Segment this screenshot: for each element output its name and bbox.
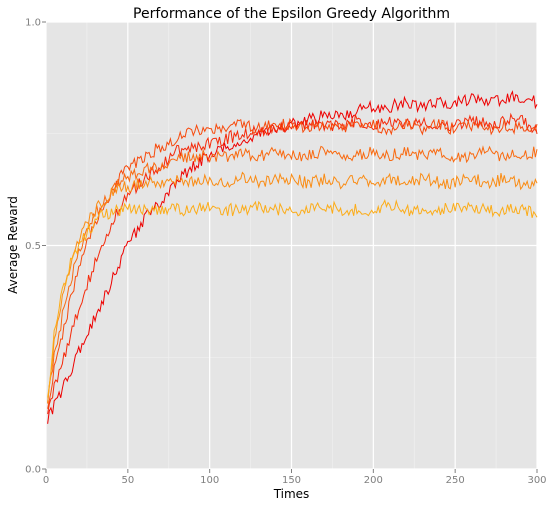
x-tick-label: 50 xyxy=(121,475,134,486)
x-tick-label: 300 xyxy=(527,475,546,486)
series-line-3 xyxy=(47,117,538,409)
chart-title: Performance of the Epsilon Greedy Algori… xyxy=(133,6,450,22)
x-tick-label: 0 xyxy=(43,475,49,486)
x-axis-ticks: 0 50 100 150 200 250 300 xyxy=(43,469,547,486)
x-tick-label: 250 xyxy=(446,475,465,486)
y-tick-label: 0.0 xyxy=(25,465,41,476)
y-axis-ticks: 0.0 0.5 1.0 xyxy=(25,18,46,476)
y-tick-label: 0.5 xyxy=(25,241,41,252)
x-tick-label: 100 xyxy=(200,475,219,486)
x-tick-label: 150 xyxy=(282,475,301,486)
series-line-1 xyxy=(47,90,538,424)
y-tick-label: 1.0 xyxy=(25,18,41,29)
x-tick-label: 200 xyxy=(364,475,383,486)
x-axis-title: Times xyxy=(273,487,310,501)
series-layer xyxy=(47,90,538,424)
series-line-6 xyxy=(47,198,538,398)
series-line-4 xyxy=(47,145,538,404)
series-line-5 xyxy=(47,171,538,403)
y-axis-title: Average Reward xyxy=(6,196,20,294)
